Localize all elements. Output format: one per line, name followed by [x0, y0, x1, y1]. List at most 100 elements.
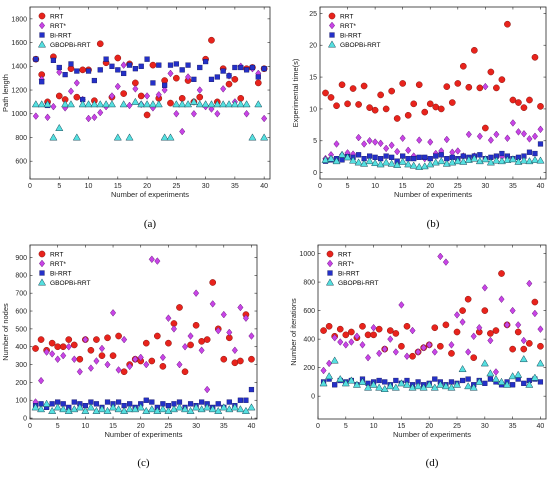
data-point: [386, 382, 395, 390]
data-point: [454, 80, 462, 87]
legend-entry: GBOPBi-RRT: [50, 280, 91, 287]
data-point: [520, 104, 528, 112]
data-point: [184, 100, 193, 108]
legend-entry: RRT: [50, 251, 63, 258]
data-point: [509, 96, 517, 104]
data-point: [231, 359, 239, 367]
x-tick-label: 35: [220, 423, 228, 430]
data-point: [476, 132, 483, 141]
data-point: [180, 405, 190, 413]
data-point: [537, 379, 544, 385]
data-point: [486, 158, 495, 166]
y-tick-label: 1400: [11, 64, 27, 71]
panel-label: (a): [144, 218, 157, 230]
data-point: [156, 62, 162, 68]
legend-entry: Bi-RRT: [50, 270, 72, 277]
data-point: [144, 56, 150, 62]
data-point: [403, 322, 411, 330]
data-point: [155, 90, 162, 99]
x-tick-label: 5: [346, 183, 350, 190]
data-point: [325, 372, 334, 380]
data-point: [225, 80, 233, 88]
y-tick-label: 800: [303, 279, 315, 286]
data-point: [393, 115, 401, 122]
data-point: [138, 63, 144, 69]
data-point: [208, 76, 215, 82]
legend-marker: [328, 12, 336, 20]
data-point: [459, 62, 467, 70]
panel-label: (c): [137, 457, 150, 469]
x-tick-label: 0: [28, 423, 32, 430]
data-point: [492, 327, 500, 334]
data-point: [181, 368, 189, 376]
data-point: [214, 109, 221, 118]
y-axis-label: Experimental time(s): [291, 58, 300, 127]
data-point: [492, 156, 501, 164]
data-point: [319, 379, 328, 387]
data-point: [382, 158, 391, 166]
data-point: [469, 383, 478, 391]
series-bi-rrt: [32, 386, 255, 411]
series-rrt-: [322, 82, 544, 163]
data-point: [325, 322, 333, 330]
data-point: [226, 73, 232, 79]
data-point: [71, 355, 78, 364]
data-point: [185, 62, 191, 68]
data-point: [532, 150, 538, 157]
data-point: [476, 323, 483, 332]
data-point: [93, 336, 100, 343]
data-point: [181, 342, 189, 351]
data-point: [198, 338, 205, 345]
data-point: [338, 150, 347, 158]
legend-marker: [325, 278, 335, 286]
plot-area: [29, 6, 271, 180]
y-tick-label: 1000: [11, 111, 27, 118]
y-axis-label: Number of iterations: [289, 298, 298, 366]
y-tick-label: 600: [15, 308, 27, 315]
data-point: [420, 162, 429, 170]
data-point: [120, 61, 127, 69]
legend-marker: [38, 21, 46, 30]
series-bi-rrt: [33, 56, 267, 109]
data-point: [519, 156, 528, 164]
data-point: [213, 100, 222, 108]
data-point: [360, 159, 369, 167]
data-point: [115, 67, 121, 73]
data-point: [372, 138, 379, 146]
x-tick-label: 0: [316, 423, 320, 430]
y-tick-label: 0: [311, 394, 315, 401]
data-point: [492, 368, 499, 376]
data-point: [85, 114, 92, 123]
y-tick-label: 300: [15, 362, 27, 369]
data-point: [383, 153, 389, 159]
data-point: [43, 348, 50, 356]
series-rrt-: [32, 255, 255, 406]
data-point: [176, 360, 183, 369]
data-point: [508, 372, 517, 380]
legend-marker: [37, 278, 47, 286]
data-point: [453, 311, 461, 319]
data-point: [148, 357, 156, 365]
legend: RRT RRT* Bi-RRT GBOPBi-RRT: [323, 9, 387, 51]
data-point: [73, 93, 81, 101]
legend: RRT RRT* Bi-RRT GBOPBi-RRT: [321, 247, 385, 289]
data-point: [352, 380, 361, 388]
data-point: [198, 346, 205, 355]
data-point: [348, 338, 355, 346]
x-axis-label: Number of experiments: [105, 430, 183, 439]
data-point: [87, 364, 94, 372]
data-point: [376, 349, 383, 358]
x-tick-label: 25: [453, 423, 461, 430]
data-point: [237, 303, 244, 312]
data-point: [96, 100, 105, 108]
data-point: [387, 335, 394, 343]
legend-entry: RRT: [340, 13, 353, 20]
data-point: [336, 325, 344, 333]
data-point: [142, 339, 150, 347]
data-point: [531, 309, 538, 318]
data-point: [255, 74, 261, 80]
data-point: [432, 103, 440, 111]
x-tick-label: 20: [137, 423, 145, 430]
data-point: [366, 104, 373, 112]
data-point: [436, 342, 444, 350]
